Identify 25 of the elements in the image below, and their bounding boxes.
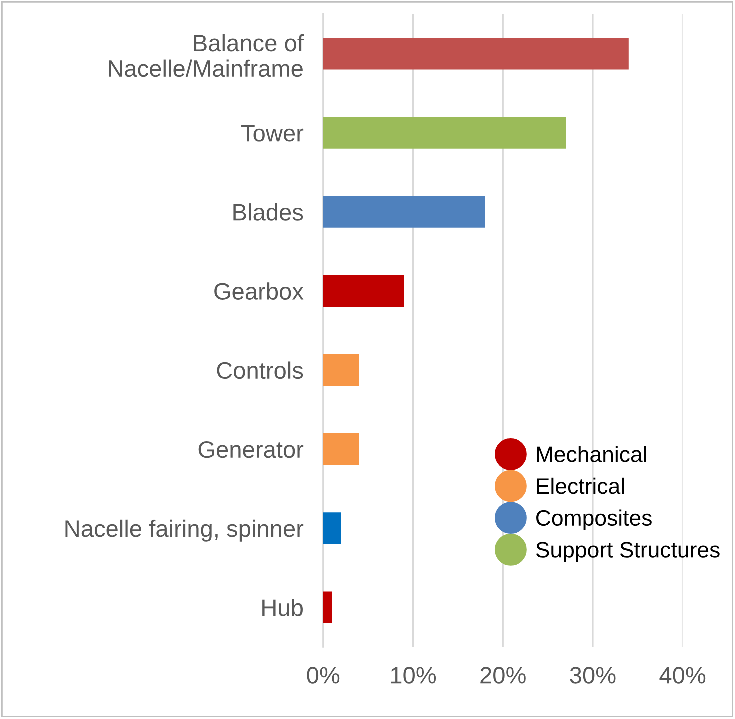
- y-tick-label: Balance of Nacelle/Mainframe: [109, 34, 304, 78]
- y-tick-label: Nacelle fairing, spinner: [66, 520, 304, 542]
- x-tick-label: 30%: [570, 667, 616, 684]
- bar: [323, 196, 486, 228]
- y-tick-label: Hub: [262, 599, 303, 616]
- bar: [323, 592, 332, 624]
- legend-label: Mechanical: [537, 446, 646, 462]
- bar: [323, 434, 360, 466]
- legend-label: Composites: [536, 510, 652, 530]
- bar: [323, 117, 566, 149]
- y-tick-label: Controls: [217, 362, 304, 380]
- bar: [323, 512, 342, 544]
- y-tick-label: Generator: [198, 441, 304, 458]
- legend-label: Electrical: [537, 478, 624, 494]
- x-tick-label: 40%: [660, 667, 706, 684]
- y-tick-label: Tower: [242, 125, 304, 142]
- bar: [323, 275, 404, 308]
- bar: [323, 38, 629, 70]
- x-tick-label: 0%: [307, 667, 340, 684]
- legend-label: Support Structures: [536, 542, 720, 562]
- bar: [323, 354, 360, 386]
- y-tick-label: Blades: [234, 204, 304, 221]
- y-tick-label: Gearbox: [214, 282, 304, 300]
- x-tick-label: 20%: [480, 667, 526, 684]
- x-tick-label: 10%: [391, 667, 436, 684]
